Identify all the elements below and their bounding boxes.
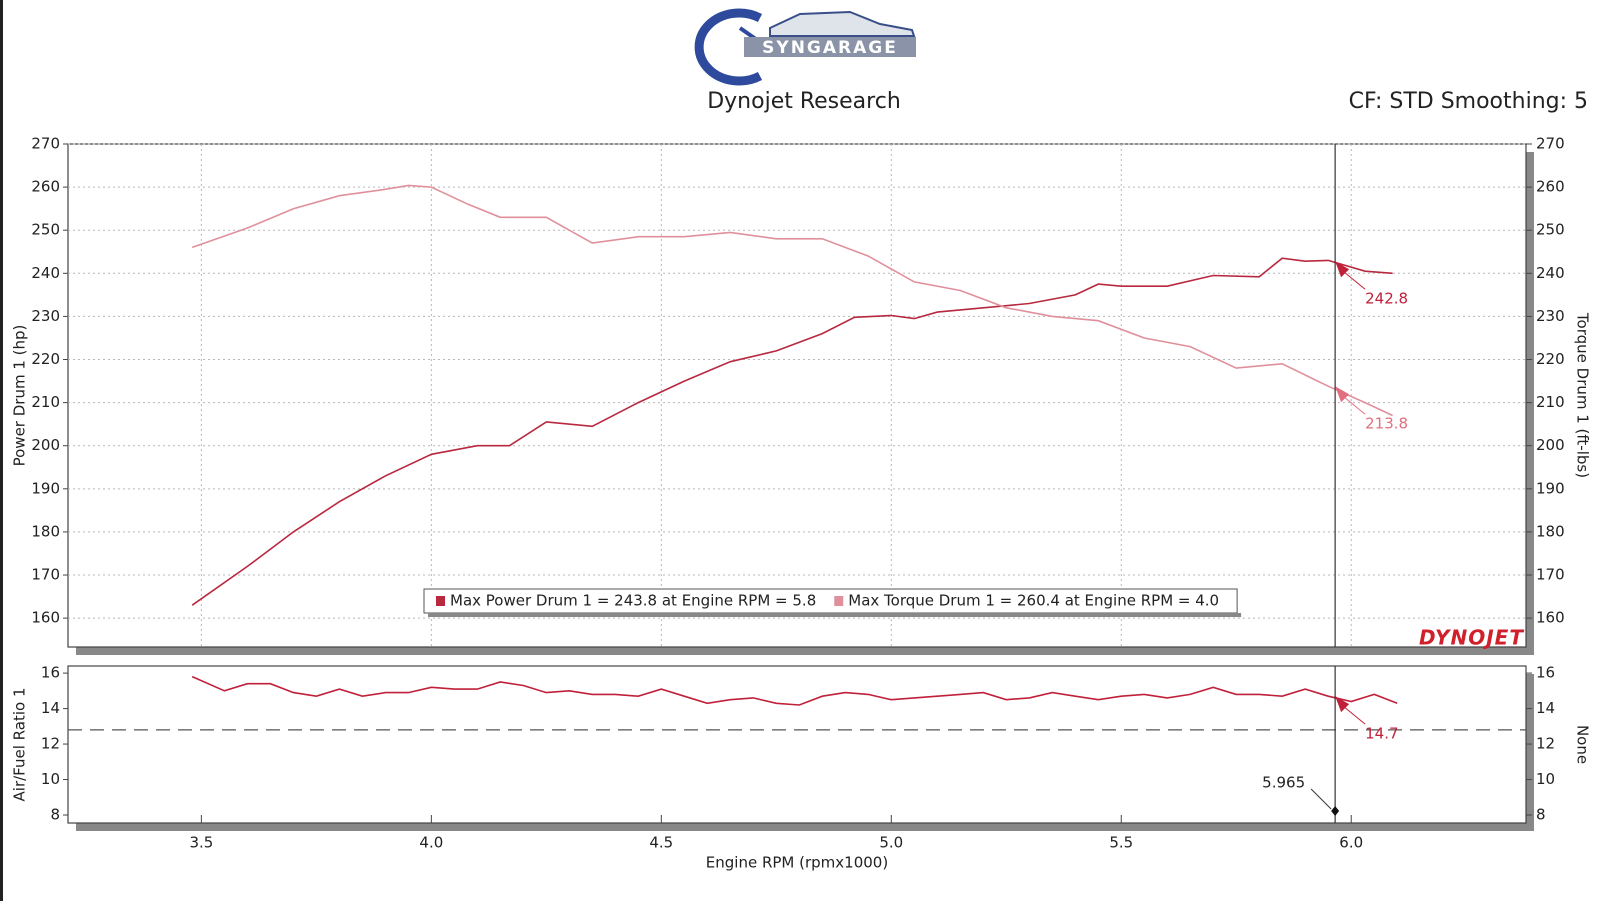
- y2-tick-label: 270: [1536, 135, 1565, 153]
- y2-tick-label: 260: [1536, 178, 1565, 196]
- legend-shadow: [428, 613, 1242, 617]
- legend-swatch: [834, 596, 844, 606]
- plot-area: [67, 665, 1527, 824]
- y2-tick-label: 180: [1536, 522, 1565, 540]
- cursor-leader: [1310, 788, 1332, 810]
- legend-label: Max Power Drum 1 = 243.8 at Engine RPM =…: [450, 592, 816, 610]
- x-tick-label: 4.5: [649, 834, 673, 852]
- y-axis-title: Power Drum 1 (hp): [11, 325, 29, 467]
- logo-text: SYNGARAGE: [762, 38, 898, 58]
- plot-area: [67, 143, 1527, 648]
- series-line: [191, 184, 1393, 417]
- y-tick-label: 12: [41, 735, 60, 753]
- y2-axis-title: Torque Drum 1 (ft-lbs): [1574, 312, 1592, 478]
- x-tick-label: 4.0: [419, 834, 443, 852]
- y-tick-label: 170: [31, 566, 60, 584]
- y-axis-title: Air/Fuel Ratio 1: [11, 688, 29, 802]
- y-tick-label: 270: [31, 135, 60, 153]
- y-tick-label: 14: [41, 699, 60, 717]
- series-line: [191, 257, 1393, 606]
- legend: Max Power Drum 1 = 243.8 at Engine RPM =…: [423, 588, 1242, 617]
- x-tick-label: 6.0: [1339, 834, 1363, 852]
- legend-swatch: [436, 596, 445, 606]
- y2-tick-label: 160: [1536, 609, 1565, 627]
- cursor-label: 5.965: [1262, 774, 1305, 792]
- legend-label: Max Torque Drum 1 = 260.4 at Engine RPM …: [848, 592, 1219, 610]
- y2-tick-label: 240: [1536, 264, 1565, 282]
- y-tick-label: 250: [31, 221, 60, 239]
- annotation-leader: [1342, 395, 1366, 415]
- annotation-arrow: [1335, 261, 1350, 278]
- x-tick-label: 3.5: [189, 834, 213, 852]
- y2-axis-title: None: [1574, 725, 1592, 764]
- series-line: [191, 675, 1398, 706]
- y2-tick-label: 250: [1536, 221, 1565, 239]
- y-tick-label: 190: [31, 479, 60, 497]
- y2-tick-label: 230: [1536, 307, 1565, 325]
- annotation-arrow: [1335, 696, 1350, 713]
- chart-title: Dynojet Research: [707, 89, 901, 114]
- dynojet-watermark: DYNOJET: [1419, 626, 1524, 650]
- annotation-leader: [1342, 270, 1366, 290]
- y2-tick-label: 10: [1536, 770, 1555, 788]
- annotation-leader: [1342, 705, 1366, 725]
- x-axis-title: Engine RPM (rpmx1000): [706, 854, 888, 872]
- y-tick-label: 210: [31, 393, 60, 411]
- y-tick-label: 160: [31, 609, 60, 627]
- y-tick-label: 180: [31, 522, 60, 540]
- y2-tick-label: 16: [1536, 664, 1555, 682]
- y2-tick-label: 8: [1536, 806, 1546, 824]
- logo: SYNGARAGE: [694, 8, 916, 86]
- annotation-label: 242.8: [1365, 290, 1408, 308]
- annotation-label: 14.7: [1365, 725, 1398, 743]
- x-tick-label: 5.0: [879, 834, 903, 852]
- y-tick-label: 200: [31, 436, 60, 454]
- cursor-marker: [1331, 806, 1340, 816]
- y2-tick-label: 14: [1536, 699, 1555, 717]
- y-tick-label: 240: [31, 264, 60, 282]
- chart-subtitle: CF: STD Smoothing: 5: [1349, 89, 1588, 114]
- y2-tick-label: 190: [1536, 479, 1565, 497]
- y2-tick-label: 220: [1536, 350, 1565, 368]
- y-tick-label: 220: [31, 350, 60, 368]
- y-tick-label: 8: [50, 806, 60, 824]
- y2-tick-label: 200: [1536, 436, 1565, 454]
- left-edge: [0, 0, 3, 901]
- annotation-label: 213.8: [1365, 415, 1408, 433]
- y-tick-label: 10: [41, 770, 60, 788]
- y2-tick-label: 210: [1536, 393, 1565, 411]
- y-tick-label: 230: [31, 307, 60, 325]
- annotation-arrow: [1335, 386, 1350, 403]
- legend-box: [423, 588, 1238, 614]
- x-tick-label: 5.5: [1109, 834, 1133, 852]
- y-tick-label: 260: [31, 178, 60, 196]
- y-tick-label: 16: [41, 664, 60, 682]
- y2-tick-label: 170: [1536, 566, 1565, 584]
- y2-tick-label: 12: [1536, 735, 1555, 753]
